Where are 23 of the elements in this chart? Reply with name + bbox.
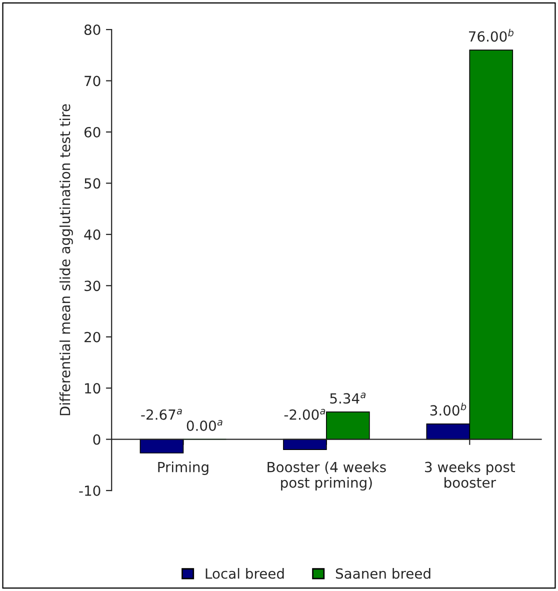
y-tick-label: 50 (84, 178, 100, 189)
y-tick-label: -10 (79, 486, 100, 496)
y-tick-label: 30 (84, 280, 100, 292)
y-tick-label: 60 (84, 126, 100, 138)
data-label: 3.00$^{b}$ (430, 402, 466, 416)
y-tick-label: 0 (93, 434, 100, 445)
bar (140, 438, 184, 454)
y-tick-label: 80 (84, 24, 100, 36)
data-label: 76.00$^{b}$ (469, 28, 514, 42)
y-tick-label: 70 (84, 76, 100, 86)
data-label: 0.00$^{a}$ (186, 420, 222, 431)
y-tick-label: 20 (84, 332, 100, 342)
data-label: -2.00$^{a}$ (284, 408, 326, 420)
y-tick-label: 40 (84, 229, 100, 240)
x-tick-label: Booster (4 weeks post priming) (268, 462, 386, 491)
x-tick-label: Priming (158, 462, 208, 475)
y-tick-label: 10 (85, 383, 100, 394)
data-label: 5.34$^{a}$ (330, 392, 366, 404)
legend-label: Saanen breed (336, 568, 430, 579)
legend-label: Local breed (206, 568, 284, 579)
y-axis-title: Differential mean slide agglutination test tire (60, 104, 73, 416)
x-tick-label: 3 weeks post booster (425, 462, 516, 488)
data-label: -2.67$^{a}$ (141, 408, 182, 420)
